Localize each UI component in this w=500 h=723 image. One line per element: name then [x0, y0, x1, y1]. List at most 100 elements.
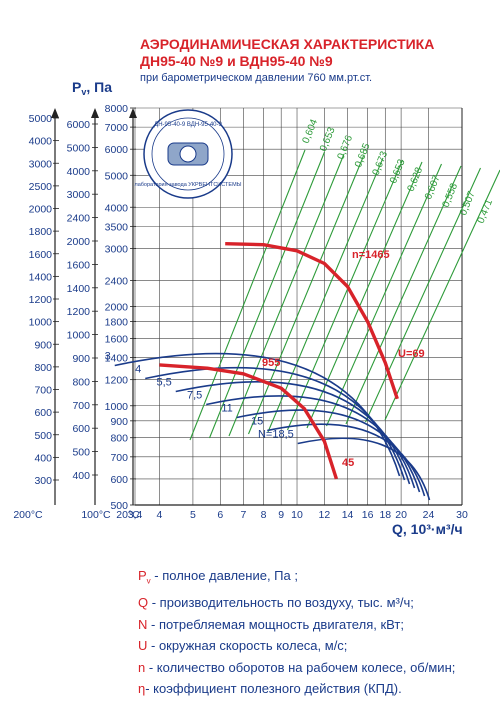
- x-axis-label: Q, 10³·м³/ч: [392, 521, 463, 537]
- y-tick-100c: 800: [72, 376, 90, 388]
- efficiency-line: [189, 149, 306, 441]
- efficiency-label: 0,471: [476, 197, 496, 225]
- x-tick-label: 20: [395, 509, 407, 521]
- speed-curve-955: [159, 363, 339, 480]
- legend-text: - окружная скорость колеса, м/с;: [147, 638, 348, 654]
- title-line-1: АЭРОДИНАМИЧЕСКАЯ ХАРАКТЕРИСТИКА: [140, 36, 435, 52]
- x-tick-label: 4: [156, 509, 162, 521]
- y-tick-100c: 500: [72, 447, 90, 459]
- y-tick-20c: 2000: [105, 302, 129, 314]
- power-curve: [114, 352, 401, 477]
- y-tick-200c: 1800: [29, 226, 53, 238]
- efficiency-line: [247, 155, 365, 435]
- logo-inner-ring: [151, 117, 225, 191]
- efficiency-line: [384, 169, 500, 421]
- speed-curve-1465: [225, 242, 399, 400]
- chart-subtitle: при барометрическом давлении 760 мм.рт.с…: [140, 72, 373, 84]
- x-tick-label: 12: [319, 509, 331, 521]
- y-tick-20c: 1800: [105, 317, 129, 329]
- y-tick-20c: 4000: [105, 202, 129, 214]
- x-tick-label: 7: [241, 509, 247, 521]
- efficiency-label: 0,676: [336, 133, 356, 161]
- efficiency-label: 0,653: [388, 157, 408, 185]
- u-label: 45: [342, 457, 354, 469]
- y-tick-200c: 700: [34, 385, 52, 397]
- power-label: 7,5: [187, 390, 202, 402]
- legend-item: n - количество оборотов на рабочем колес…: [138, 657, 455, 679]
- y-tick-100c: 1400: [67, 283, 91, 295]
- legend-text: - производительность по воздуху, тыс. м³…: [148, 595, 414, 611]
- y-tick-200c: 5000: [29, 113, 53, 125]
- y-tick-200c: 900: [34, 339, 52, 351]
- x-tick-label: 3,4: [128, 509, 143, 521]
- y-tick-200c: 500: [34, 430, 52, 442]
- legend-text: - потребляемая мощность двигателя, кВт;: [147, 616, 404, 632]
- legend-symbol: η: [138, 681, 146, 697]
- legend-symbol: n: [138, 659, 146, 675]
- x-tick-label: 10: [291, 509, 303, 521]
- y-tick-20c: 900: [110, 416, 128, 428]
- legend-symbol: P: [138, 568, 147, 583]
- u-label: U=69: [398, 348, 425, 360]
- power-label: 15: [251, 416, 263, 428]
- chart-title: АЭРОДИНАМИЧЕСКАЯ ХАРАКТЕРИСТИКА ДН95-40 …: [140, 36, 434, 70]
- y-tick-100c: 2400: [67, 213, 91, 225]
- y-tick-200c: 2000: [29, 204, 53, 216]
- y-tick-20c: 2400: [105, 275, 129, 287]
- y-tick-20c: 1200: [105, 375, 129, 387]
- y-tick-200c: 1200: [29, 294, 53, 306]
- efficiency-line: [306, 161, 423, 429]
- n-label: 955: [262, 357, 280, 369]
- efficiency-line: [345, 165, 462, 425]
- x-tick-label: 8: [261, 509, 267, 521]
- y-arrow: [129, 108, 137, 118]
- y-tick-20c: 1000: [105, 401, 129, 413]
- n-label: n=1465: [352, 249, 390, 261]
- y-tick-20c: 800: [110, 433, 128, 445]
- power-label: 11: [221, 403, 232, 415]
- power-curve: [175, 381, 411, 485]
- efficiency-line: [208, 151, 326, 439]
- legend-item: U - окружная скорость колеса, м/с;: [138, 635, 455, 657]
- legend-text: - количество оборотов на рабочем колесе,…: [145, 659, 456, 675]
- efficiency-label: 0,558: [441, 181, 461, 209]
- efficiency-label: 0,673: [371, 149, 391, 177]
- legend-symbol: Q: [138, 595, 149, 611]
- power-label: 4: [135, 364, 141, 376]
- power-curve: [145, 366, 406, 481]
- legend-subscript: v: [146, 576, 151, 586]
- power-curve: [236, 409, 421, 493]
- title-line-2: ДН95-40 №9 и ВДН95-40 №9: [140, 53, 333, 69]
- y-tick-200c: 600: [34, 407, 52, 419]
- y-axis-label: Pv, Па: [72, 79, 112, 97]
- y-tick-100c: 4000: [67, 166, 91, 178]
- legend-text: - полное давление, Па ;: [150, 568, 298, 583]
- y-tick-200c: 300: [34, 475, 52, 487]
- x-tick-label: 9: [278, 509, 284, 521]
- efficiency-label: 0,685: [353, 141, 373, 169]
- y-tick-100c: 600: [72, 423, 90, 435]
- power-label: 5,5: [156, 377, 171, 389]
- temperature-label: 200°C: [13, 509, 43, 521]
- x-tick-label: 18: [379, 509, 391, 521]
- y-tick-100c: 1600: [67, 259, 91, 271]
- x-tick-label: 14: [342, 509, 354, 521]
- y-tick-20c: 1400: [105, 353, 129, 365]
- legend: Pv - полное давление, Па ; Q - производит…: [138, 565, 455, 700]
- efficiency-line: [325, 163, 443, 427]
- y-tick-100c: 5000: [67, 142, 91, 154]
- y-tick-100c: 3000: [67, 189, 91, 201]
- y-tick-100c: 700: [72, 400, 90, 412]
- temperature-label: 100°C: [81, 509, 111, 521]
- y-tick-20c: 3500: [105, 221, 129, 233]
- efficiency-line: [228, 153, 345, 437]
- efficiency-line: [364, 167, 482, 423]
- y-tick-200c: 1400: [29, 271, 53, 283]
- legend-item: η- коэффициент полезного действия (КПД).: [138, 678, 455, 700]
- legend-item: N - потребляемая мощность двигателя, кВт…: [138, 614, 455, 636]
- legend-item: Pv - полное давление, Па ;: [138, 565, 455, 592]
- y-tick-200c: 400: [34, 452, 52, 464]
- efficiency-line: [286, 159, 404, 431]
- y-tick-200c: 800: [34, 362, 52, 374]
- y-tick-200c: 1600: [29, 249, 53, 261]
